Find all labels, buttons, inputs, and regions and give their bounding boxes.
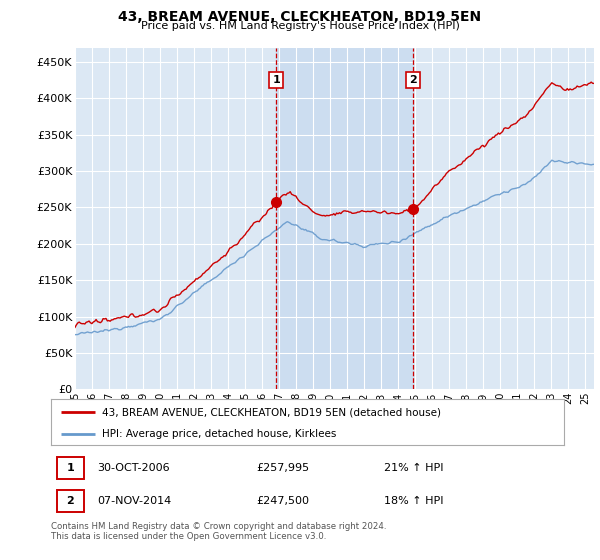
Text: 21% ↑ HPI: 21% ↑ HPI bbox=[385, 463, 444, 473]
Text: 2: 2 bbox=[409, 75, 416, 85]
Text: 43, BREAM AVENUE, CLECKHEATON, BD19 5EN (detached house): 43, BREAM AVENUE, CLECKHEATON, BD19 5EN … bbox=[103, 407, 442, 417]
Text: 07-NOV-2014: 07-NOV-2014 bbox=[97, 496, 172, 506]
FancyBboxPatch shape bbox=[57, 456, 84, 479]
Bar bbox=[277, 48, 413, 389]
Text: 18% ↑ HPI: 18% ↑ HPI bbox=[385, 496, 444, 506]
Text: £247,500: £247,500 bbox=[256, 496, 309, 506]
Text: 2: 2 bbox=[67, 496, 74, 506]
Text: Contains HM Land Registry data © Crown copyright and database right 2024.
This d: Contains HM Land Registry data © Crown c… bbox=[51, 522, 386, 542]
FancyBboxPatch shape bbox=[57, 489, 84, 512]
Text: £257,995: £257,995 bbox=[256, 463, 310, 473]
Text: 30-OCT-2006: 30-OCT-2006 bbox=[97, 463, 170, 473]
Text: 43, BREAM AVENUE, CLECKHEATON, BD19 5EN: 43, BREAM AVENUE, CLECKHEATON, BD19 5EN bbox=[118, 10, 482, 24]
Text: HPI: Average price, detached house, Kirklees: HPI: Average price, detached house, Kirk… bbox=[103, 429, 337, 438]
Text: 1: 1 bbox=[272, 75, 280, 85]
Text: Price paid vs. HM Land Registry's House Price Index (HPI): Price paid vs. HM Land Registry's House … bbox=[140, 21, 460, 31]
Text: 1: 1 bbox=[67, 463, 74, 473]
